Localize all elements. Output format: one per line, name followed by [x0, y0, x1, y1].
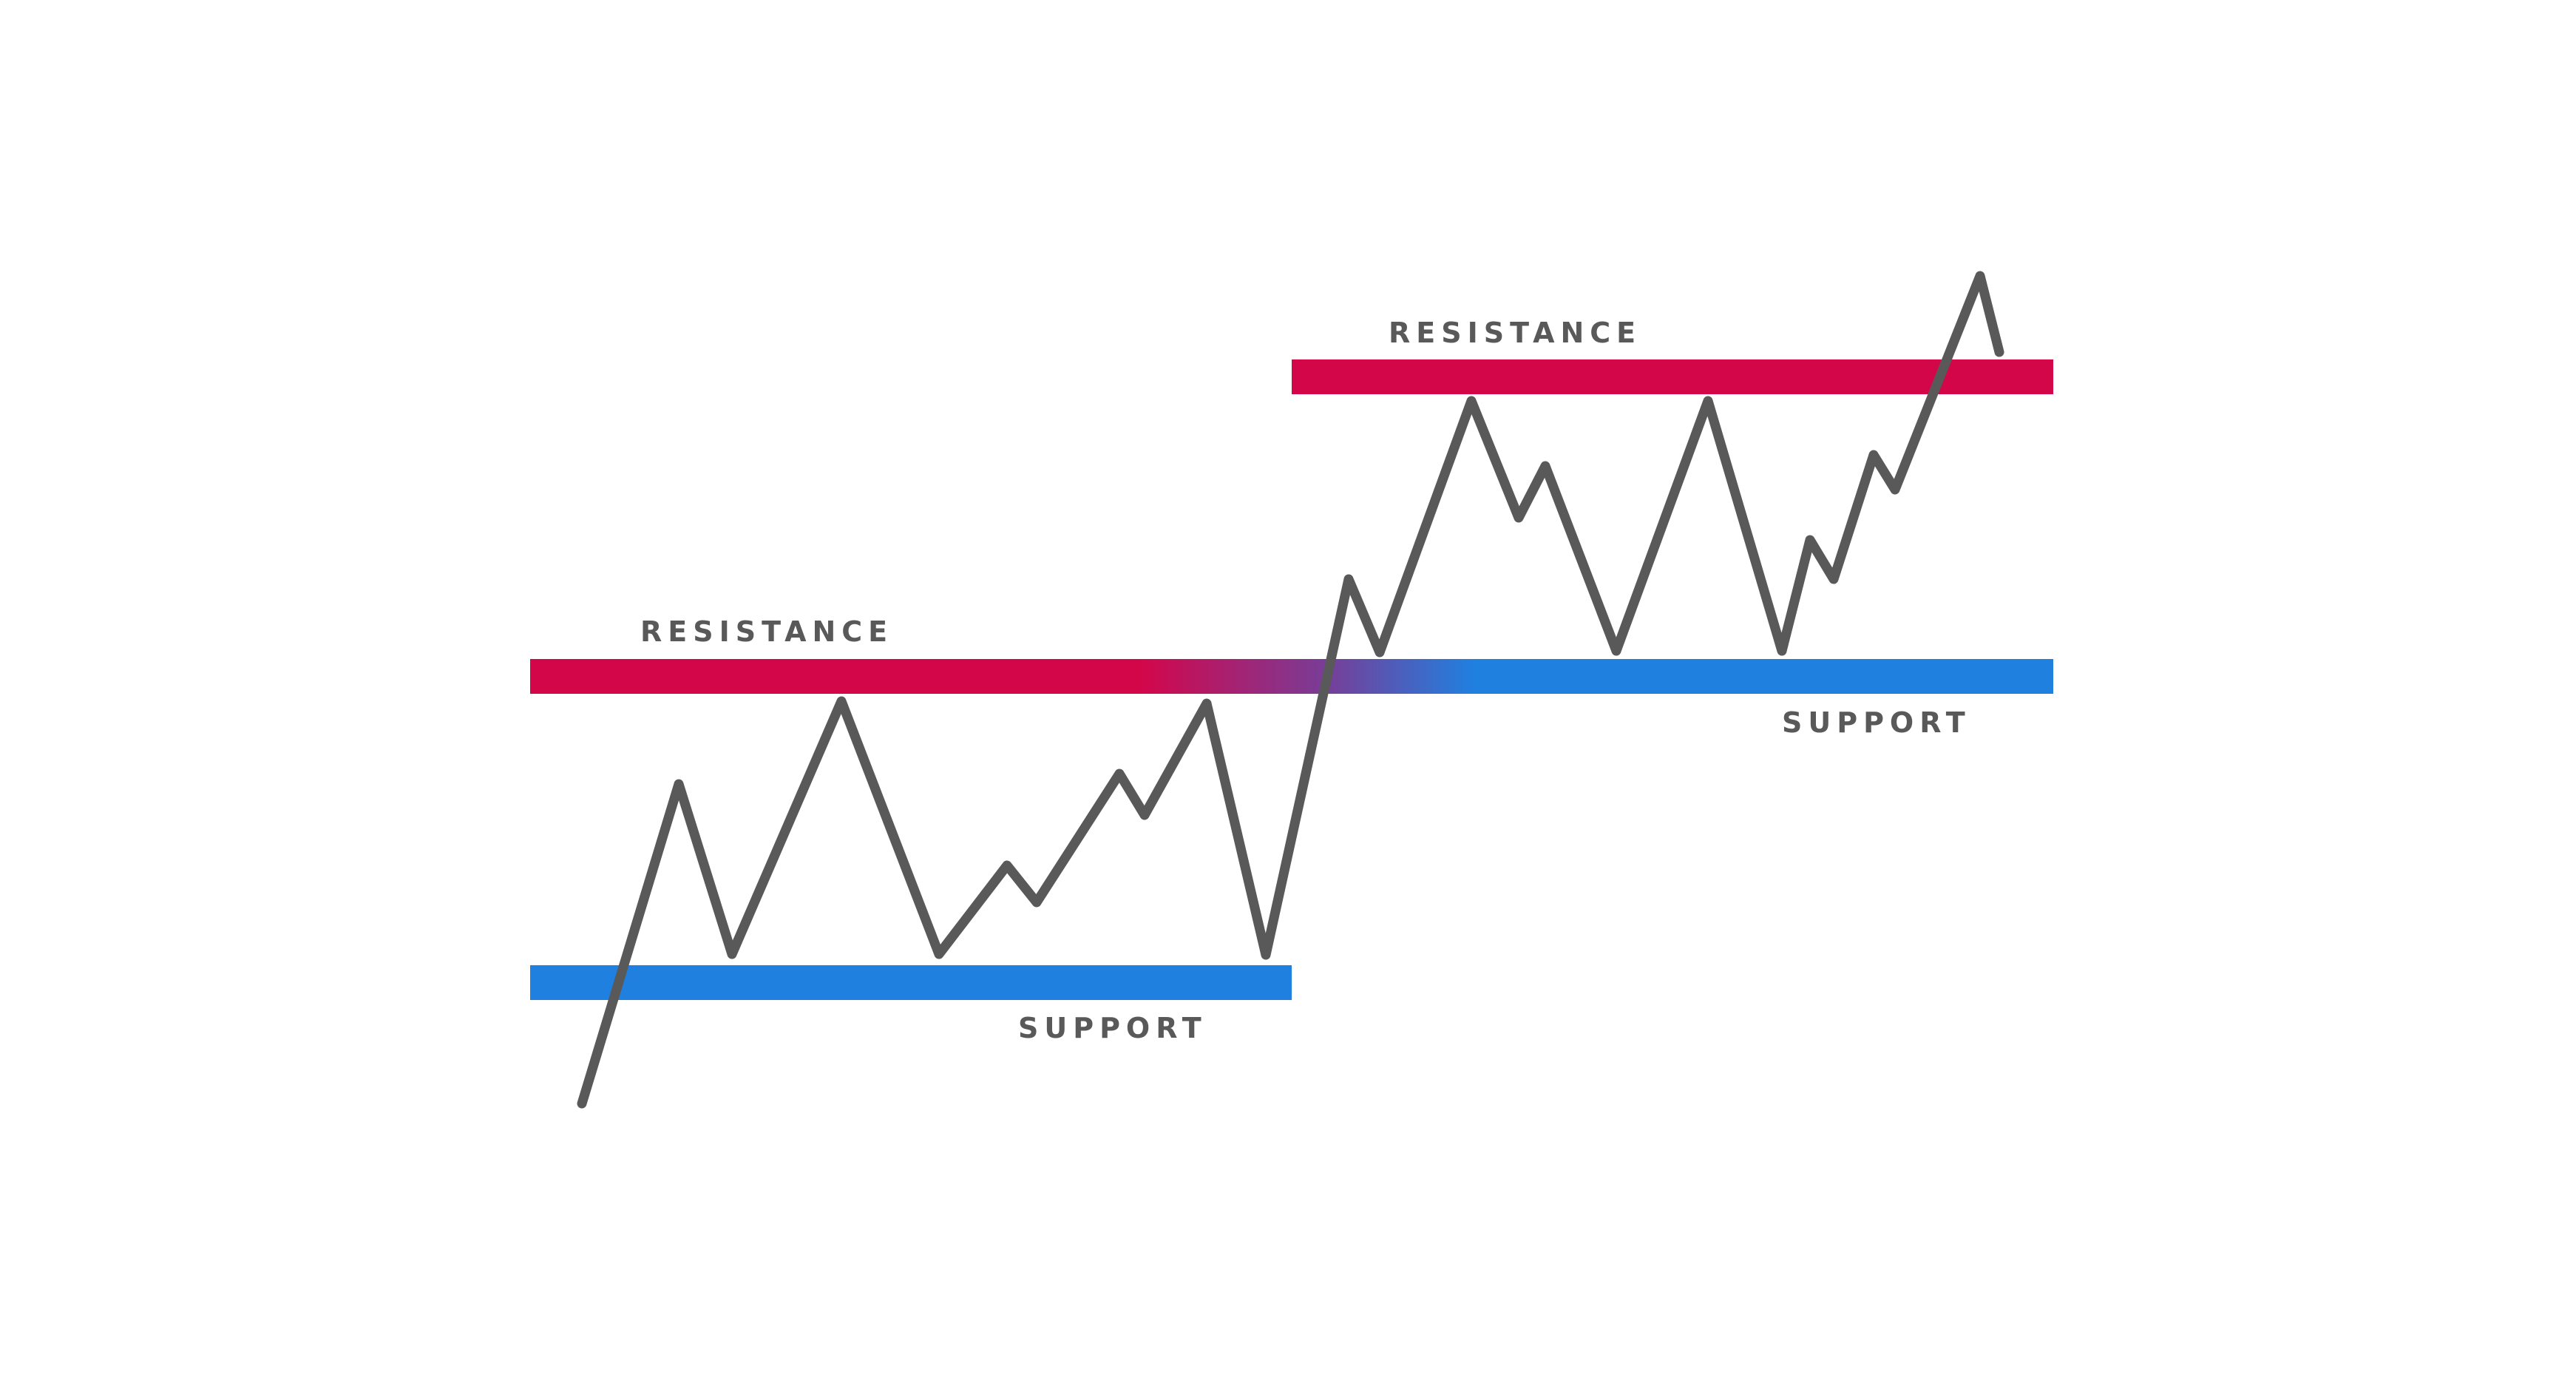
price-line — [577, 271, 2004, 1109]
second-support-label: SUPPORT — [1782, 706, 1971, 739]
first-support-label: SUPPORT — [1018, 1012, 1207, 1044]
second-resistance-band — [1292, 359, 2053, 394]
resistance-to-support-flip-band — [530, 659, 2053, 694]
first-resistance-label: RESISTANCE — [640, 615, 893, 648]
first-support-band — [530, 965, 1292, 1000]
second-resistance-label: RESISTANCE — [1389, 317, 1641, 349]
